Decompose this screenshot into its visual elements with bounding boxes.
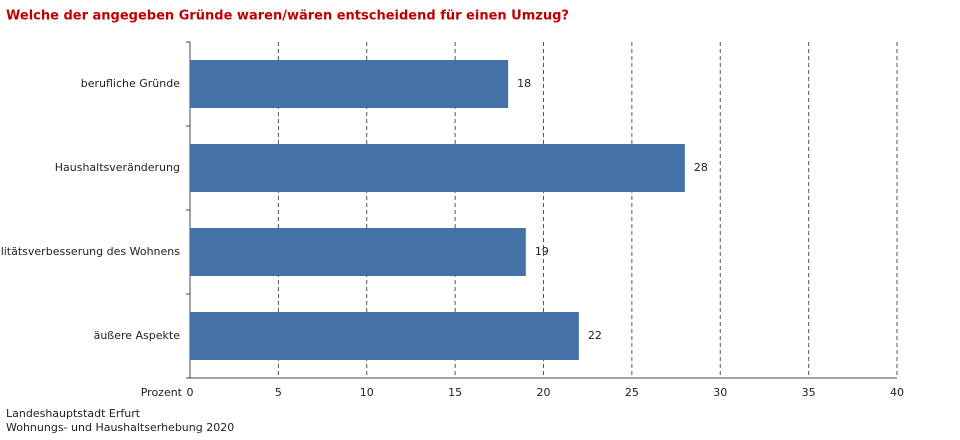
x-tick-label: 30 [713,386,727,399]
x-tick-label: 10 [360,386,374,399]
x-tick-label: 0 [187,386,194,399]
data-label: 18 [517,77,531,90]
bar [190,60,509,108]
y-tick-label: Qualitätsverbesserung des Wohnens [0,245,180,258]
x-tick-label: 20 [537,386,551,399]
x-tick-label: 15 [448,386,462,399]
x-tick-label: 35 [802,386,816,399]
source-line: Landeshauptstadt Erfurt [6,407,141,420]
bar [190,228,526,276]
chart-title: Welche der angegeben Gründe waren/wären … [6,9,569,24]
data-label: 28 [694,161,708,174]
y-tick-label: äußere Aspekte [94,329,181,342]
y-tick-label: Haushaltsveränderung [55,161,180,174]
x-tick-label: 5 [275,386,282,399]
bar [190,312,579,360]
data-label: 19 [535,245,549,258]
x-tick-label: 25 [625,386,639,399]
data-label: 22 [588,329,602,342]
y-tick-label: berufliche Gründe [81,77,180,90]
x-tick-label: 40 [890,386,904,399]
source-line: Wohnungs- und Haushaltserhebung 2020 [6,421,234,434]
bar [190,144,685,192]
x-axis-label: Prozent [141,386,183,399]
